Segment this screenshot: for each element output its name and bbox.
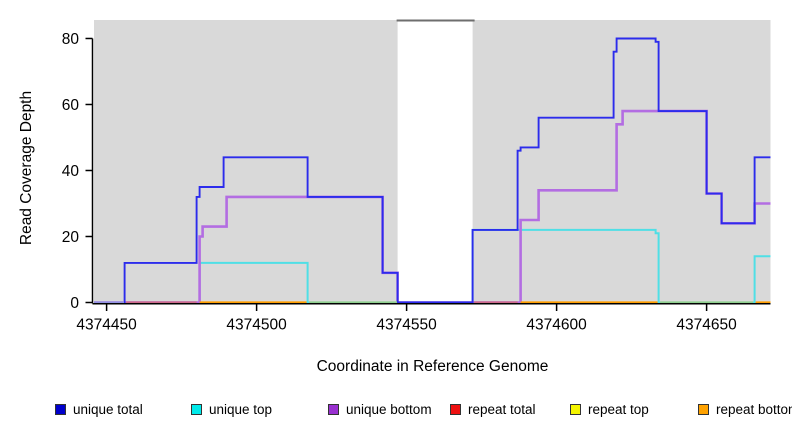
legend-swatch-unique-bottom [328,403,339,415]
legend-label: unique total [73,401,143,417]
legend-item-repeat-total: repeat total [450,399,536,419]
legend-label: repeat top [588,401,649,417]
y-tick-label: 0 [70,295,79,312]
y-tick-label: 40 [62,163,80,180]
coverage-step-chart: 0 20 40 60 80 4374450 4374500 4374550 4374600 437… [62,19,771,334]
legend-item-unique-top: unique top [191,399,272,419]
legend-swatch-repeat-total [450,403,461,415]
legend-label: unique top [209,401,273,417]
legend: unique total unique top unique bottom repea… [0,399,792,423]
x-axis-title: Coordinate in Reference Genome [316,358,549,375]
legend-label: repeat bottom [716,401,792,417]
coverage-plot-area: 0 20 40 60 80 4374450 4374500 4374550 4374600 437… [18,19,771,375]
legend-label: unique bottom [346,401,432,417]
x-tick-label: 4374600 [526,317,587,334]
x-tick-label: 4374550 [376,317,437,334]
legend-item-repeat-bottom: repeat bottom [698,399,792,419]
y-axis-title: Read Coverage Depth [18,90,35,246]
y-tick-label: 80 [62,31,80,48]
x-tick-label: 4374450 [76,317,137,334]
x-tick-label: 4374500 [226,317,287,334]
legend-label: repeat total [468,401,536,417]
legend-item-unique-total: unique total [55,399,143,419]
legend-item-repeat-top: repeat top [570,399,649,419]
series-line-unique-total [94,37,771,304]
legend-item-unique-bottom: unique bottom [328,399,432,419]
legend-swatch-unique-total [55,403,66,415]
y-tick-label: 20 [62,229,80,246]
legend-swatch-unique-top [191,403,202,415]
y-tick-label: 60 [62,97,80,114]
legend-swatch-repeat-bottom [698,403,709,415]
masked-region [397,20,473,303]
legend-swatch-repeat-top [570,403,581,415]
x-tick-label: 4374650 [676,317,737,334]
